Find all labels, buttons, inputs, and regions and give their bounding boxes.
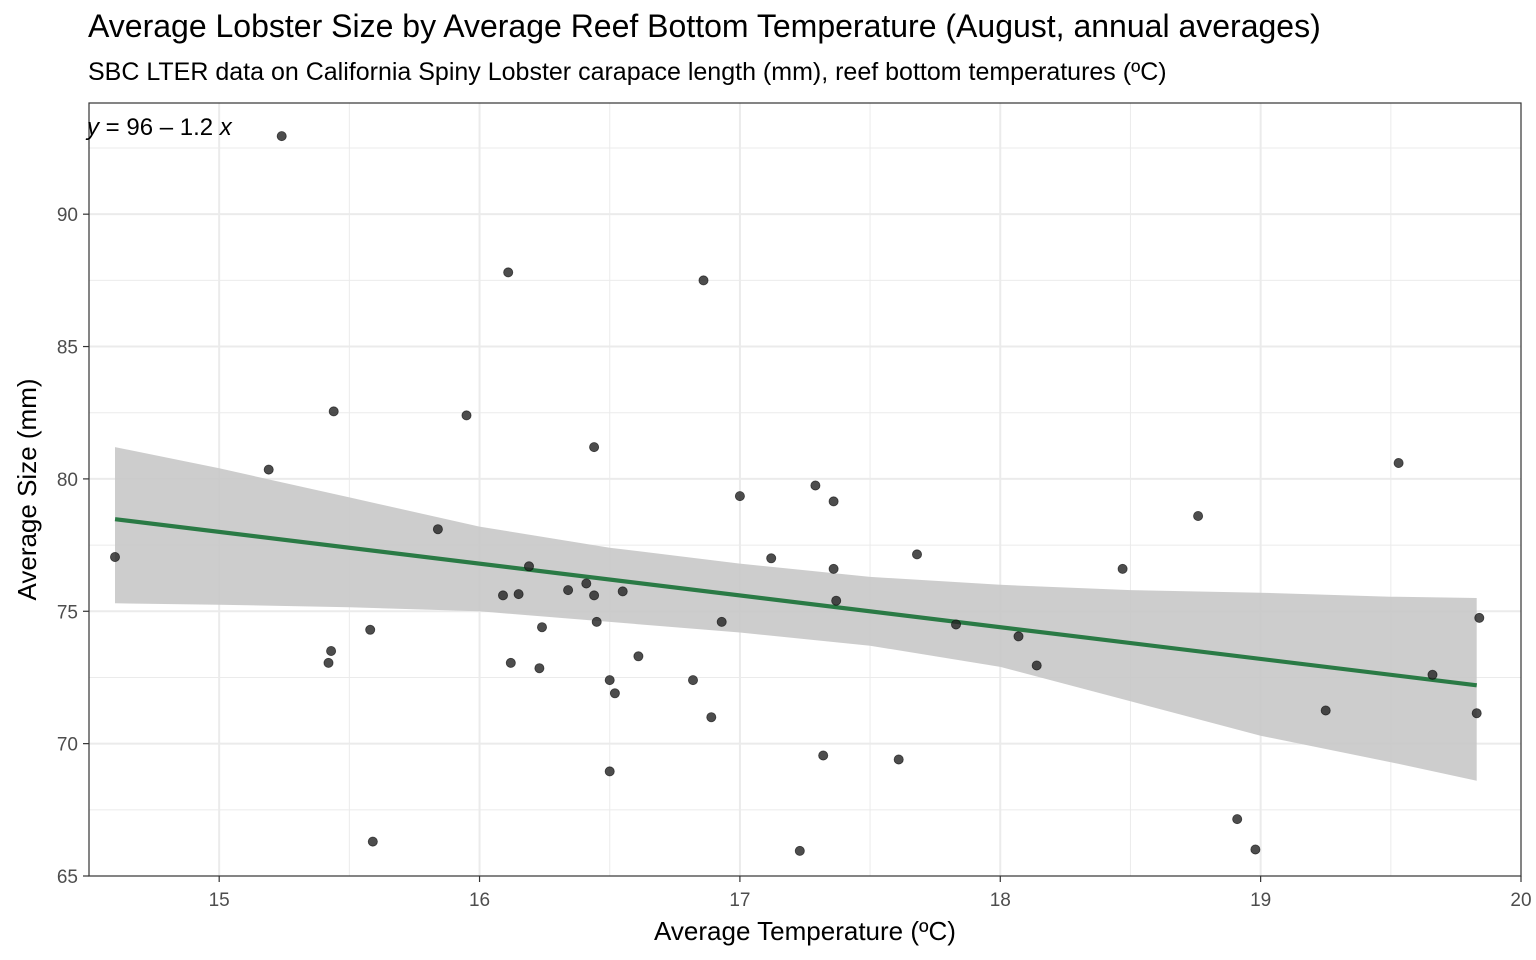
data-point (1320, 705, 1331, 716)
data-point (563, 585, 574, 596)
data-point (766, 553, 777, 564)
data-point (1427, 669, 1438, 680)
data-point (589, 442, 600, 453)
equation-coefficients: = 96 – 1.2 (99, 114, 220, 141)
data-point (794, 845, 805, 856)
y-tick-label: 65 (57, 867, 78, 888)
data-point (503, 267, 514, 278)
data-point (1193, 510, 1204, 521)
data-point (513, 589, 524, 600)
data-point (828, 496, 839, 507)
data-point (1232, 814, 1243, 825)
data-point (1471, 708, 1482, 719)
y-tick-label: 90 (57, 205, 78, 226)
data-point (1474, 612, 1485, 623)
y-tick-label: 70 (57, 735, 78, 756)
y-tick-label: 75 (57, 602, 78, 623)
data-point (818, 750, 829, 761)
data-point (893, 754, 904, 765)
data-point (326, 646, 337, 657)
y-axis-label: Average Size (mm) (12, 378, 42, 600)
data-points (110, 131, 1485, 856)
data-point (1393, 457, 1404, 468)
regression-line-group (114, 517, 1477, 688)
data-point (534, 663, 545, 674)
data-point (1013, 631, 1024, 642)
data-point (1250, 844, 1261, 855)
confidence-ribbon-group (115, 447, 1477, 781)
data-point (328, 406, 339, 417)
chart-title: Average Lobster Size by Average Reef Bot… (88, 8, 1321, 44)
x-axis-label: Average Temperature (ºC) (654, 916, 956, 946)
data-point (609, 688, 620, 699)
data-point (828, 563, 839, 574)
panel-border (88, 102, 1522, 877)
x-tick-label: 17 (729, 890, 750, 911)
data-point (688, 675, 699, 686)
axes: 15 16 17 18 19 20 65 70 75 80 85 90 (57, 205, 1532, 911)
data-point (505, 657, 516, 668)
data-point (367, 836, 378, 847)
data-point (912, 549, 923, 560)
x-tick-label: 19 (1250, 890, 1271, 911)
y-tick-label: 80 (57, 470, 78, 491)
data-point (604, 766, 615, 777)
data-point (1117, 563, 1128, 574)
data-point (734, 491, 745, 502)
data-point (461, 410, 472, 421)
regression-equation: y = 96 – 1.2 x (85, 114, 233, 141)
chart-subtitle: SBC LTER data on California Spiny Lobste… (88, 58, 1167, 86)
confidence-ribbon (115, 447, 1477, 781)
data-point (604, 675, 615, 686)
data-point (365, 624, 376, 635)
data-point (581, 578, 592, 589)
data-point (617, 586, 628, 597)
data-point (831, 595, 842, 606)
x-tick-label: 20 (1510, 890, 1531, 911)
data-point (110, 552, 121, 563)
data-point (323, 657, 334, 668)
data-point (263, 464, 274, 475)
data-point (537, 622, 548, 633)
data-point (497, 590, 508, 601)
data-point (591, 616, 602, 627)
equation-y-variable: y (85, 114, 101, 141)
data-point (432, 524, 443, 535)
x-tick-label: 15 (209, 890, 230, 911)
data-point (524, 561, 535, 572)
data-point (706, 712, 717, 723)
data-point (810, 480, 821, 491)
equation-x-variable: x (219, 114, 233, 141)
data-point (698, 275, 709, 286)
data-point (951, 619, 962, 630)
data-point (276, 131, 287, 142)
data-point (633, 651, 644, 662)
data-point (716, 616, 727, 627)
data-point (1031, 660, 1042, 671)
y-tick-label: 85 (57, 338, 78, 359)
regression-line (114, 517, 1477, 688)
x-tick-label: 16 (469, 890, 490, 911)
data-point (589, 590, 600, 601)
x-tick-label: 18 (990, 890, 1011, 911)
